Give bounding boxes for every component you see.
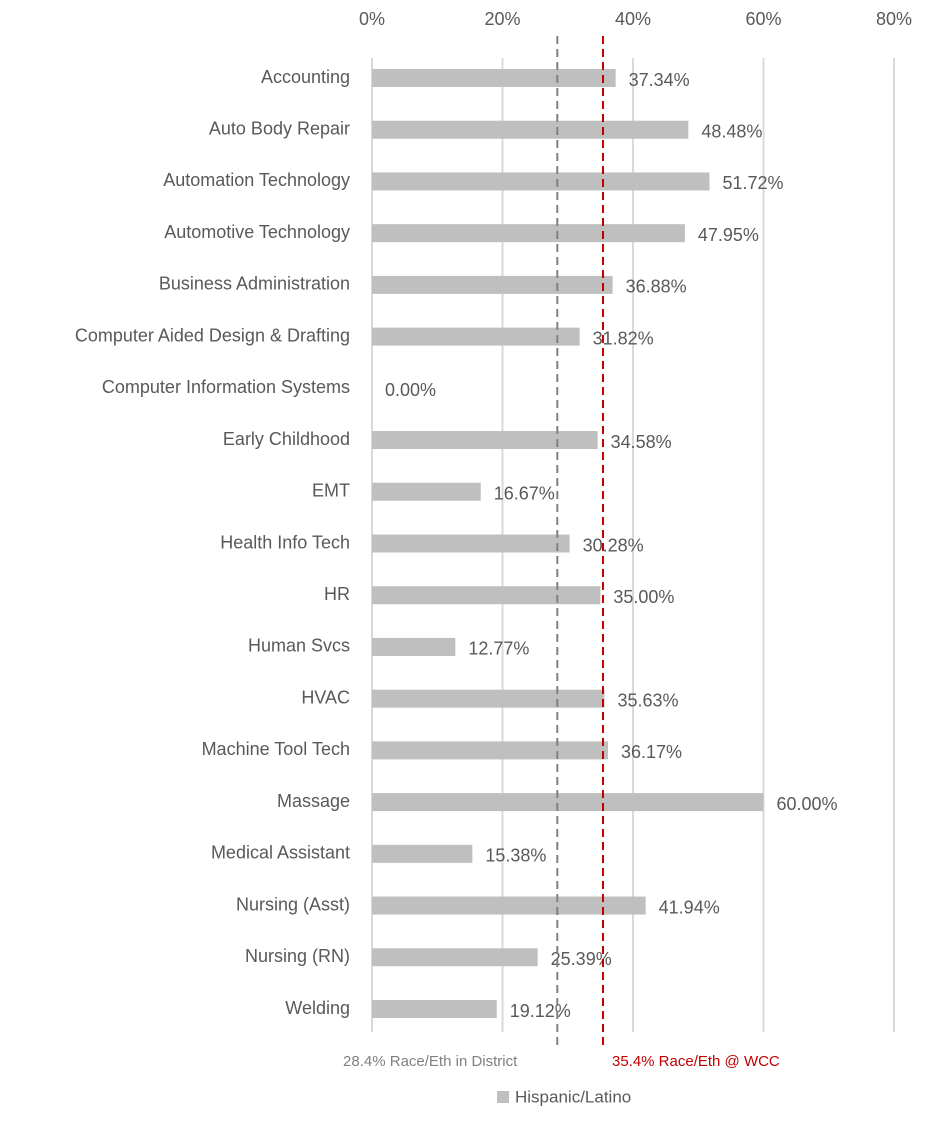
bar xyxy=(372,69,616,87)
y-tick-label: Massage xyxy=(277,791,350,811)
y-tick-label: Accounting xyxy=(261,67,350,87)
bar xyxy=(372,482,481,501)
y-tick-label: Medical Assistant xyxy=(211,843,350,863)
data-label: 41.94% xyxy=(659,897,720,917)
data-label: 15.38% xyxy=(485,846,546,866)
data-label: 31.82% xyxy=(593,328,654,348)
y-tick-label: Computer Aided Design & Drafting xyxy=(75,325,350,345)
data-label: 12.77% xyxy=(468,639,529,659)
bar xyxy=(372,896,646,915)
y-tick-label: Business Administration xyxy=(159,274,350,294)
y-tick-label: EMT xyxy=(312,481,350,501)
bar xyxy=(372,327,580,346)
data-label: 30.28% xyxy=(583,535,644,555)
bar xyxy=(372,948,538,967)
bar xyxy=(372,431,598,450)
x-tick-label: 80% xyxy=(876,9,912,29)
data-label: 0.00% xyxy=(385,380,436,400)
reference-label: 35.4% Race/Eth @ WCC xyxy=(612,1053,780,1070)
data-label: 25.39% xyxy=(551,949,612,969)
bar xyxy=(372,793,764,812)
y-tick-label: Automation Technology xyxy=(163,170,350,190)
bar xyxy=(372,689,605,708)
data-label: 36.17% xyxy=(621,742,682,762)
data-label: 37.34% xyxy=(629,70,690,90)
bar xyxy=(372,120,689,139)
y-tick-label: Automotive Technology xyxy=(164,222,350,242)
x-tick-label: 20% xyxy=(484,9,520,29)
y-tick-label: Nursing (Asst) xyxy=(236,894,350,914)
data-label: 51.72% xyxy=(722,173,783,193)
data-label: 19.12% xyxy=(510,1001,571,1021)
y-tick-label: HR xyxy=(324,584,350,604)
y-tick-label: Early Childhood xyxy=(223,429,350,449)
bar xyxy=(372,637,456,656)
data-label: 34.58% xyxy=(611,432,672,452)
y-tick-label: Human Svcs xyxy=(248,636,350,656)
bar xyxy=(372,172,710,191)
y-tick-label: Nursing (RN) xyxy=(245,946,350,966)
legend-swatch xyxy=(497,1091,509,1103)
x-tick-label: 0% xyxy=(359,9,385,29)
bar xyxy=(372,275,613,294)
y-tick-label: Machine Tool Tech xyxy=(202,739,350,759)
data-label: 47.95% xyxy=(698,225,759,245)
x-tick-label: 40% xyxy=(615,9,651,29)
bar xyxy=(372,586,601,605)
legend-label: Hispanic/Latino xyxy=(515,1087,631,1106)
data-label: 35.63% xyxy=(617,690,678,710)
data-label: 48.48% xyxy=(701,121,762,141)
x-tick-label: 60% xyxy=(745,9,781,29)
reference-label: 28.4% Race/Eth in District xyxy=(343,1053,518,1070)
data-label: 16.67% xyxy=(494,484,555,504)
y-tick-label: HVAC xyxy=(301,687,350,707)
bar xyxy=(372,1000,497,1018)
y-tick-label: Computer Information Systems xyxy=(102,377,350,397)
bar xyxy=(372,844,473,863)
y-tick-label: Welding xyxy=(285,998,350,1018)
bar xyxy=(372,534,570,553)
y-tick-label: Auto Body Repair xyxy=(209,118,350,138)
y-tick-label: Health Info Tech xyxy=(220,532,350,552)
data-label: 36.88% xyxy=(626,277,687,297)
data-label: 35.00% xyxy=(613,587,674,607)
bar xyxy=(372,224,685,243)
bar xyxy=(372,741,609,760)
data-label: 60.00% xyxy=(777,794,838,814)
